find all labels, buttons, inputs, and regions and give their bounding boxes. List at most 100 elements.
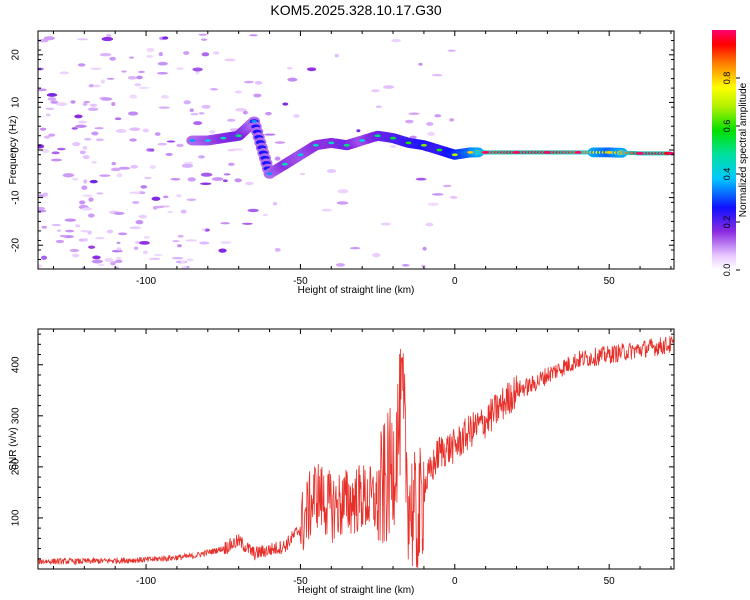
signal-point bbox=[374, 134, 381, 138]
noise-blob bbox=[181, 163, 194, 168]
noise-blob bbox=[149, 148, 155, 152]
noise-blob bbox=[198, 112, 205, 115]
noise-blob bbox=[197, 155, 205, 159]
spectrogram-ytick-label: -20 bbox=[11, 238, 22, 253]
noise-blob bbox=[201, 52, 210, 57]
snr-xtick-label: -50 bbox=[293, 576, 308, 587]
colorbar-tick-label: 0.6 bbox=[722, 120, 732, 133]
noise-blob bbox=[253, 93, 262, 98]
noise-blob bbox=[79, 150, 86, 155]
noise-blob bbox=[220, 222, 231, 225]
noise-blob bbox=[116, 241, 121, 245]
noise-blob bbox=[134, 240, 140, 244]
noise-blob bbox=[134, 83, 142, 87]
noise-blob bbox=[265, 111, 272, 116]
noise-blob bbox=[183, 51, 190, 55]
snr-ytick-label: 100 bbox=[11, 509, 22, 526]
signal-point bbox=[359, 139, 366, 142]
noise-blob bbox=[356, 129, 361, 133]
noise-blob bbox=[431, 74, 443, 77]
noise-blob bbox=[431, 193, 444, 196]
noise-blob bbox=[143, 250, 148, 255]
noise-blob bbox=[422, 246, 427, 251]
noise-blob bbox=[65, 229, 75, 233]
noise-blob bbox=[138, 214, 147, 219]
noise-blob bbox=[77, 120, 87, 124]
noise-blob bbox=[272, 201, 278, 206]
noise-blob bbox=[116, 256, 122, 261]
noise-blob bbox=[59, 234, 67, 238]
noise-blob bbox=[149, 165, 156, 169]
noise-blob bbox=[157, 61, 168, 66]
noise-blob bbox=[148, 257, 161, 260]
signal-point bbox=[667, 151, 674, 155]
noise-blob bbox=[39, 127, 47, 131]
noise-blob bbox=[111, 161, 117, 166]
noise-blob bbox=[42, 192, 49, 197]
snr-xtick-label: -100 bbox=[136, 576, 156, 587]
noise-blob bbox=[71, 253, 80, 258]
noise-blob bbox=[226, 118, 236, 122]
snr-line bbox=[38, 335, 674, 569]
noise-blob bbox=[111, 249, 123, 253]
noise-blob bbox=[177, 244, 182, 248]
noise-blob bbox=[136, 75, 143, 80]
noise-blob bbox=[104, 257, 114, 263]
signal-point bbox=[235, 134, 242, 138]
noise-blob bbox=[244, 80, 254, 84]
noise-blob bbox=[154, 205, 165, 209]
noise-blob bbox=[97, 264, 105, 267]
spectrogram-xtick-label: -50 bbox=[293, 276, 308, 287]
noise-blob bbox=[449, 118, 455, 122]
noise-blob bbox=[447, 49, 456, 52]
noise-blob bbox=[220, 241, 232, 244]
signal-point bbox=[451, 153, 458, 157]
noise-blob bbox=[224, 58, 236, 62]
noise-blob bbox=[380, 222, 391, 226]
noise-blob bbox=[162, 195, 169, 199]
noise-blob bbox=[41, 255, 48, 260]
noise-blob bbox=[335, 263, 345, 267]
noise-blob bbox=[89, 179, 98, 184]
noise-blob bbox=[167, 210, 173, 214]
noise-blob bbox=[129, 127, 141, 131]
noise-blob bbox=[371, 89, 380, 93]
noise-blob bbox=[80, 230, 91, 233]
noise-blob bbox=[176, 67, 184, 70]
noise-blob bbox=[88, 197, 94, 202]
noise-blob bbox=[100, 79, 106, 84]
noise-blob bbox=[79, 200, 86, 205]
noise-blob bbox=[138, 86, 150, 89]
noise-blob bbox=[75, 124, 87, 128]
snr-ytick-label: 400 bbox=[11, 356, 22, 373]
noise-blob bbox=[405, 119, 414, 124]
noise-blob bbox=[418, 62, 423, 66]
noise-blob bbox=[183, 100, 191, 105]
noise-blob bbox=[274, 141, 286, 144]
noise-blob bbox=[336, 201, 349, 205]
signal-point bbox=[390, 136, 397, 140]
noise-blob bbox=[89, 103, 98, 107]
noise-blob bbox=[45, 113, 51, 117]
noise-blob bbox=[91, 259, 103, 264]
noise-blob bbox=[138, 70, 145, 74]
noise-blob bbox=[158, 52, 163, 57]
noise-blob bbox=[127, 75, 137, 80]
snr-ytick-label: 200 bbox=[11, 458, 22, 475]
signal-point bbox=[312, 143, 319, 147]
noise-blob bbox=[116, 173, 123, 178]
noise-blob bbox=[228, 162, 235, 167]
colorbar-tick-label: 0.0 bbox=[722, 264, 732, 277]
noise-blob bbox=[262, 213, 268, 217]
noise-blob bbox=[95, 237, 105, 240]
noise-blob bbox=[209, 130, 216, 134]
noise-blob bbox=[198, 33, 208, 36]
noise-blob bbox=[91, 161, 97, 164]
noise-blob bbox=[106, 33, 112, 38]
noise-blob bbox=[110, 261, 116, 266]
snr-xtick-label: 0 bbox=[452, 576, 458, 587]
noise-blob bbox=[189, 108, 194, 113]
noise-blob bbox=[55, 102, 68, 107]
